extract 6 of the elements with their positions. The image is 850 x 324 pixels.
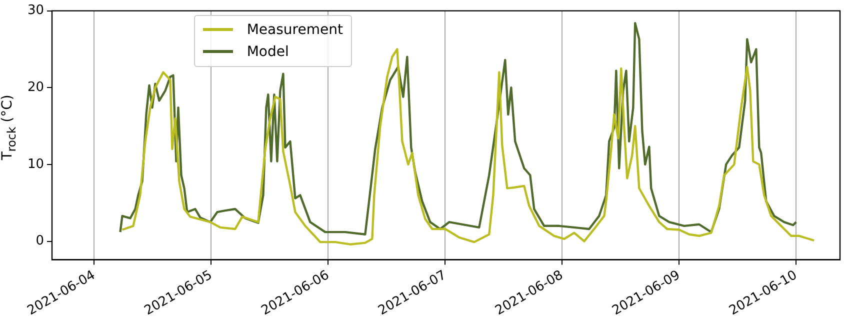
y-tick-label: 20: [27, 80, 44, 95]
y-tick-label: 10: [27, 156, 44, 172]
legend-label: Model: [246, 44, 289, 60]
y-tick-label: 0: [36, 234, 44, 249]
legend-label: Measurement: [246, 22, 343, 38]
y-tick-label: 30: [27, 3, 44, 18]
